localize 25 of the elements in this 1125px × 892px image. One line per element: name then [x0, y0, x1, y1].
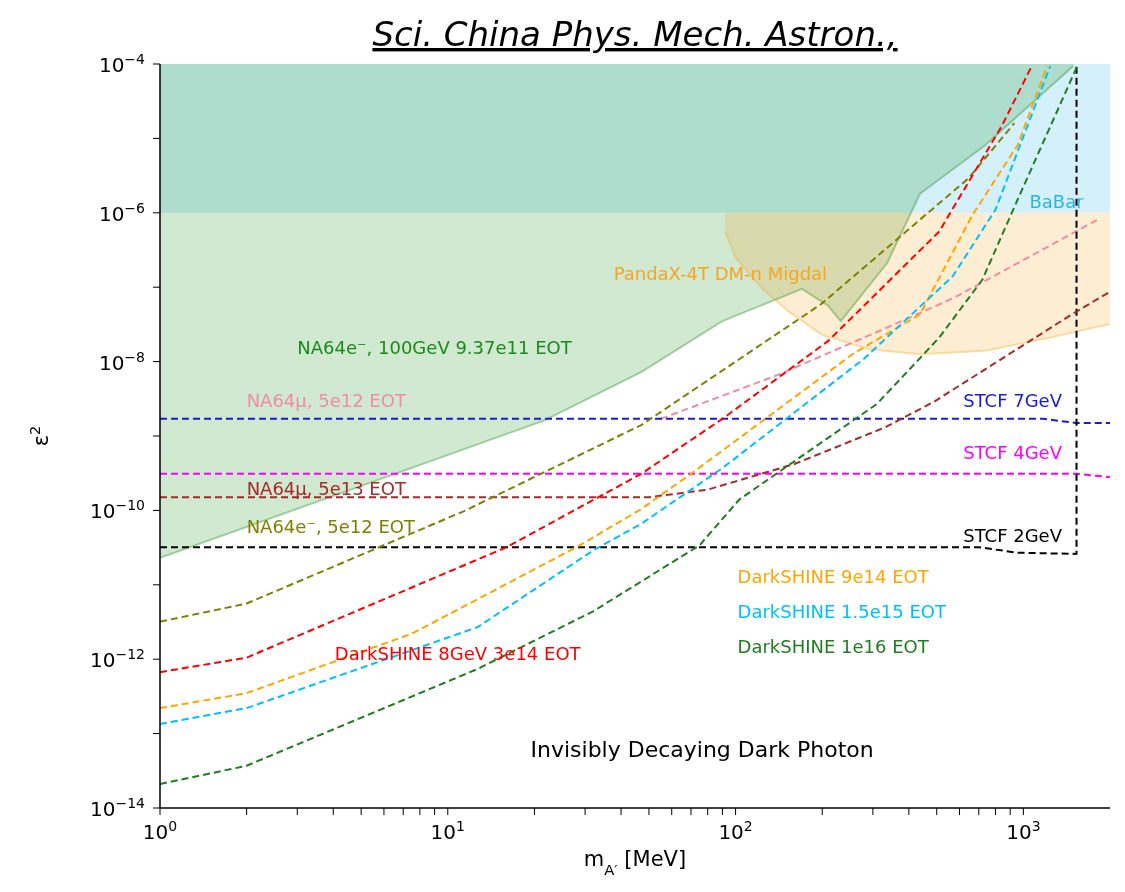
- series-label: NA64e⁻, 5e12 EOT: [246, 516, 417, 537]
- series-label: PandaX-4T DM-n Migdal: [613, 263, 828, 285]
- x-axis-title: m$_{A′}$ [MeV]: [583, 847, 687, 878]
- y-tick-label: 10$^{−6}$: [98, 199, 146, 226]
- series-label: STCF 4GeV: [963, 441, 1063, 463]
- y-tick-label: 10$^{−8}$: [98, 348, 145, 375]
- text: NA64μ, 5e12 EOT: [246, 389, 407, 411]
- y-tick-label: 10$^{−14}$: [90, 795, 146, 821]
- y-tick-label: 10$^{−12}$: [90, 646, 145, 673]
- series-label: NA64μ, 5e13 EOT: [246, 477, 407, 499]
- x-tick-label: 10$^{2}$: [718, 818, 753, 844]
- series-label: STCF 7GeV: [963, 389, 1063, 411]
- x-tick-label: 10$^{3}$: [1006, 818, 1041, 844]
- band-label: BaBar: [1029, 191, 1085, 213]
- x-tick-label: 10$^{1}$: [430, 818, 465, 844]
- text: DarkSHINE 9e14 EOT: [737, 566, 930, 588]
- text: DarkSHINE 1e16 EOT: [737, 636, 930, 658]
- text: NA64e⁻, 100GeV 9.37e11 EOT: [297, 337, 573, 359]
- y-tick-label: 10$^{−4}$: [98, 51, 146, 77]
- chart-title: Sci. China Phys. Mech. Astron.,: [372, 14, 898, 54]
- series-label: STCF 2GeV: [963, 524, 1063, 546]
- y-tick-label: 10$^{−10}$: [90, 497, 145, 524]
- text: DarkSHINE 1.5e15 EOT: [737, 600, 947, 622]
- annotation: Invisibly Decaying Dark Photon: [530, 736, 874, 762]
- x-tick-label: 10$^{0}$: [142, 818, 178, 844]
